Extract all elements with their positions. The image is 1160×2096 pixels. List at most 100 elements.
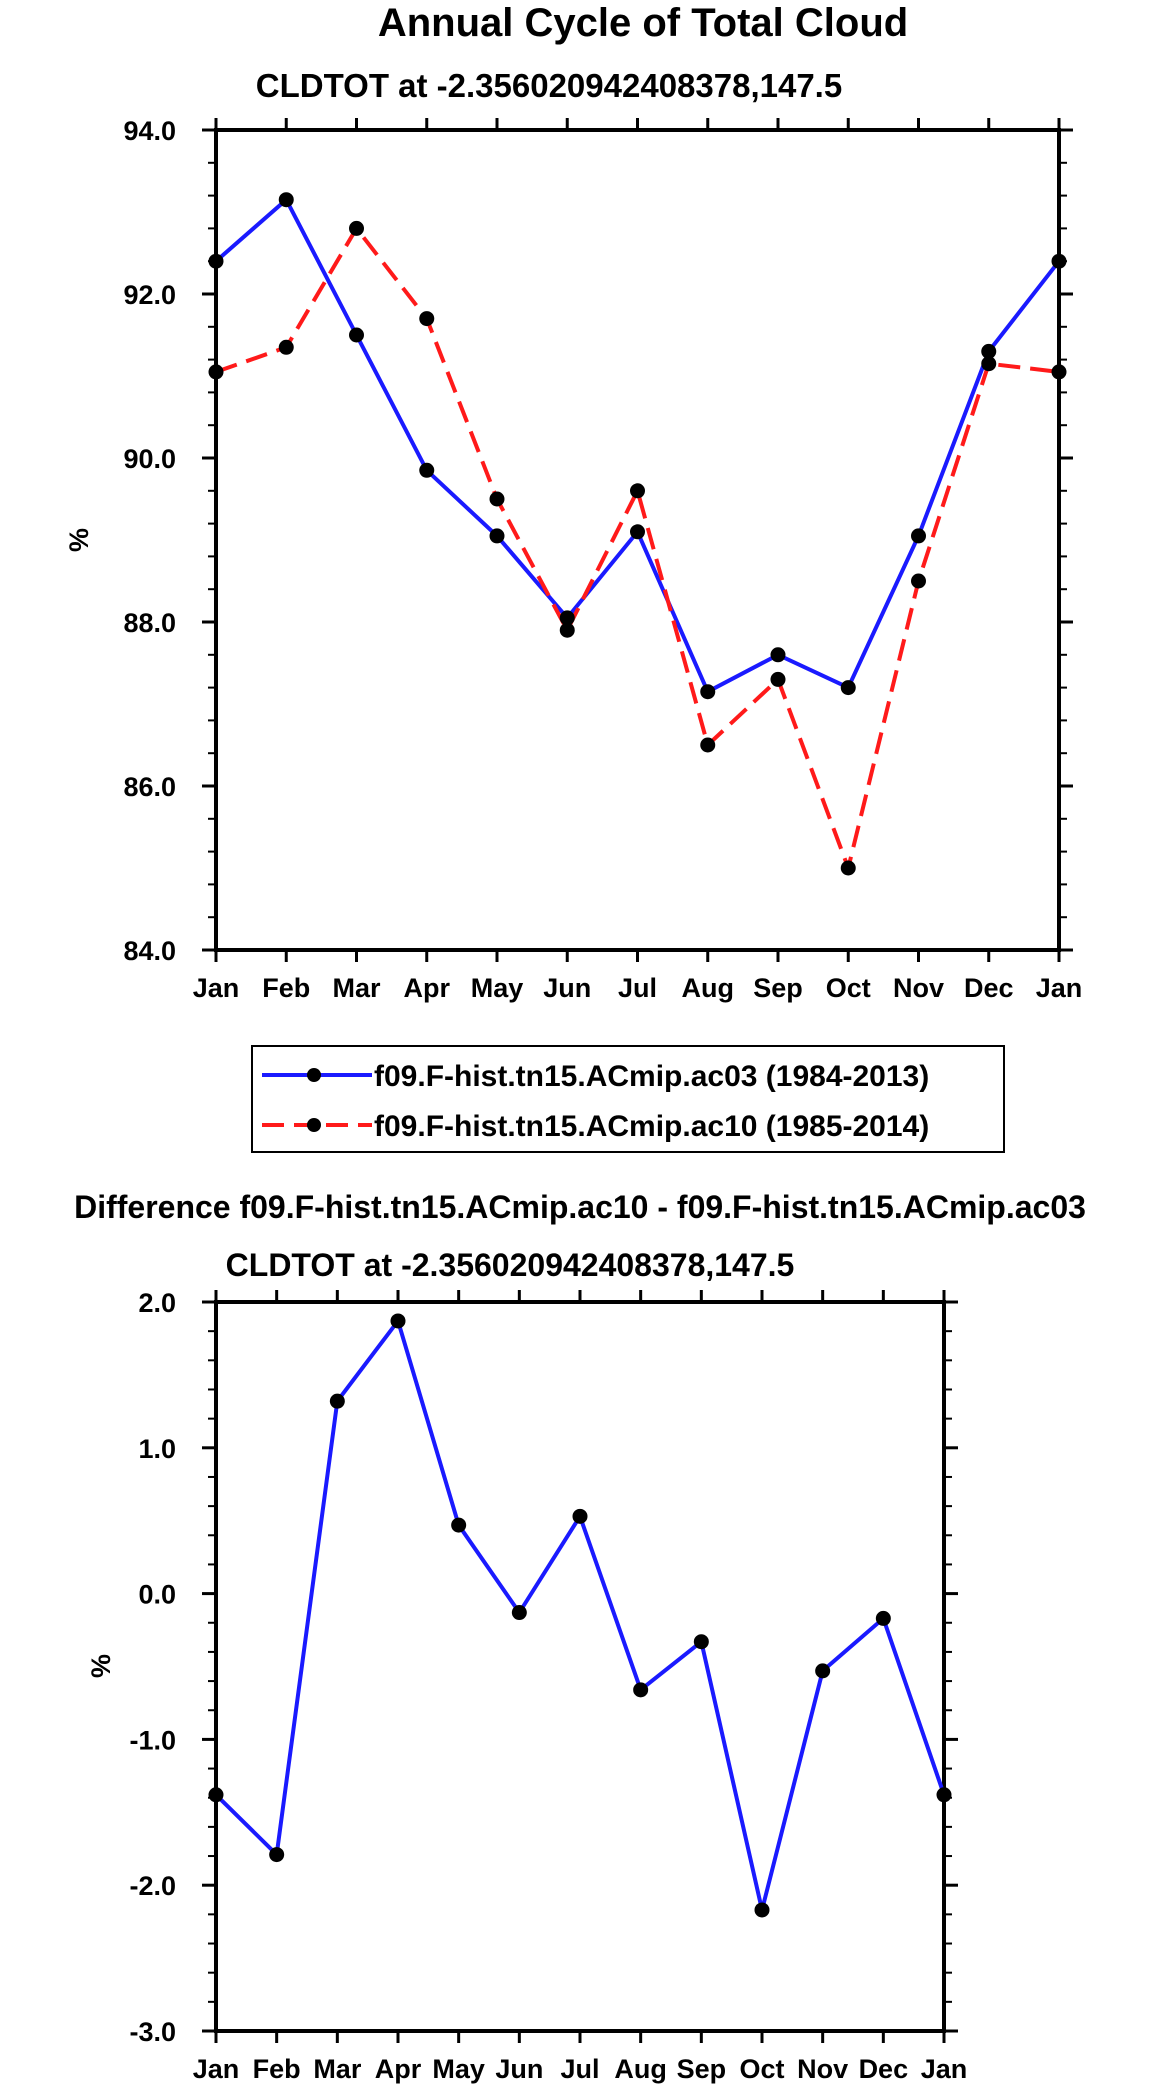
data-point bbox=[419, 311, 435, 327]
x-tick-label: Jun bbox=[495, 2054, 543, 2084]
data-point bbox=[349, 327, 364, 343]
x-tick-label: Aug bbox=[614, 2054, 666, 2084]
x-tick-label: Feb bbox=[262, 973, 310, 1003]
x-tick-label: Mar bbox=[313, 2054, 362, 2084]
annual-cycle-chart: Annual Cycle of Total Cloud CLDTOT at -2… bbox=[64, 1, 1083, 1153]
y-tick-label: 1.0 bbox=[138, 1434, 176, 1464]
series-line-1 bbox=[215, 224, 1060, 875]
legend-label-ac10: f09.F-hist.tn15.ACmip.ac10 (1985-2014) bbox=[374, 1110, 929, 1143]
data-point bbox=[489, 491, 505, 507]
data-point bbox=[630, 483, 645, 499]
data-point bbox=[875, 1610, 891, 1626]
chart-title: Annual Cycle of Total Cloud bbox=[378, 1, 908, 45]
data-point bbox=[572, 1508, 588, 1524]
data-point bbox=[770, 647, 786, 663]
data-point bbox=[559, 610, 575, 626]
plot-frame bbox=[214, 1300, 946, 2033]
data-point bbox=[208, 1787, 224, 1803]
y-tick-label: 2.0 bbox=[138, 1288, 176, 1318]
series-lines bbox=[214, 1316, 946, 1911]
data-point bbox=[700, 684, 716, 700]
data-point bbox=[278, 192, 294, 208]
plot-frame bbox=[214, 128, 1061, 952]
axis-ticks bbox=[202, 118, 1073, 962]
y-tick-label: 84.0 bbox=[123, 936, 176, 966]
data-point bbox=[208, 364, 224, 380]
data-point bbox=[208, 253, 224, 269]
data-point bbox=[630, 524, 645, 540]
data-point bbox=[1051, 364, 1067, 380]
legend-box bbox=[251, 1045, 1005, 1153]
x-tick-label: Feb bbox=[253, 2054, 301, 2084]
difference-chart: Difference f09.F-hist.tn15.ACmip.ac10 - … bbox=[74, 1189, 1086, 2084]
x-tick-label: Aug bbox=[682, 973, 734, 1003]
x-tick-label: Mar bbox=[332, 973, 381, 1003]
data-point bbox=[911, 573, 926, 589]
x-tick-label: Nov bbox=[797, 2054, 848, 2084]
data-point bbox=[633, 1682, 649, 1698]
x-tick-label: Apr bbox=[404, 973, 451, 1003]
data-point bbox=[700, 737, 716, 753]
data-point bbox=[840, 680, 856, 696]
data-point bbox=[693, 1634, 709, 1650]
data-point bbox=[754, 1902, 770, 1918]
data-point bbox=[815, 1663, 831, 1679]
y-tick-labels: 84.0 86.0 88.0 90.0 92.0 94.0 bbox=[123, 116, 176, 966]
data-point bbox=[770, 671, 786, 687]
y-tick-label: 94.0 bbox=[123, 116, 176, 146]
data-point bbox=[559, 622, 575, 638]
y-tick-label: 92.0 bbox=[123, 280, 176, 310]
data-point bbox=[981, 343, 997, 359]
x-tick-label: Jan bbox=[921, 2054, 968, 2084]
data-point bbox=[329, 1393, 345, 1409]
data-point bbox=[278, 339, 294, 355]
x-tick-label: May bbox=[471, 973, 524, 1003]
axis-ticks bbox=[202, 1290, 958, 2043]
data-point bbox=[840, 860, 856, 876]
x-tick-label: Sep bbox=[753, 973, 803, 1003]
legend: f09.F-hist.tn15.ACmip.ac03 (1984-2013) f… bbox=[251, 1045, 1005, 1153]
data-point bbox=[451, 1517, 467, 1533]
y-axis-label: % bbox=[86, 1654, 116, 1678]
legend-marker-ac10 bbox=[307, 1118, 321, 1132]
series-line-0 bbox=[214, 196, 1061, 695]
y-tick-label: 90.0 bbox=[123, 444, 176, 474]
data-point bbox=[936, 1787, 952, 1803]
data-point bbox=[489, 528, 505, 544]
data-point bbox=[390, 1313, 406, 1329]
data-point bbox=[419, 462, 435, 478]
y-tick-label: 88.0 bbox=[123, 608, 176, 638]
data-point bbox=[911, 528, 926, 544]
x-tick-label: Oct bbox=[826, 973, 871, 1003]
legend-label-ac03: f09.F-hist.tn15.ACmip.ac03 (1984-2013) bbox=[374, 1060, 929, 1093]
y-tick-label: 0.0 bbox=[138, 1580, 176, 1610]
x-tick-label: Dec bbox=[859, 2054, 909, 2084]
legend-marker-ac03 bbox=[307, 1068, 321, 1082]
x-tick-label: Oct bbox=[739, 2054, 784, 2084]
series-line-0 bbox=[214, 1316, 946, 1911]
x-tick-label: Jul bbox=[560, 2054, 599, 2084]
y-tick-labels: -3.0 -2.0 -1.0 0.0 1.0 2.0 bbox=[129, 1288, 176, 2047]
y-axis-label: % bbox=[64, 528, 94, 552]
y-tick-label: -1.0 bbox=[129, 1725, 176, 1755]
y-tick-label: 86.0 bbox=[123, 772, 176, 802]
series-points bbox=[208, 1313, 952, 1918]
x-tick-label: Apr bbox=[375, 2054, 422, 2084]
series-points bbox=[208, 192, 1067, 876]
x-tick-label: Dec bbox=[964, 973, 1014, 1003]
x-tick-label: Nov bbox=[893, 973, 944, 1003]
x-tick-labels: Jan Feb Mar Apr May Jun Jul Aug Sep Oct Nov Dec Jan bbox=[193, 2054, 968, 2084]
x-tick-label: Jun bbox=[543, 973, 591, 1003]
data-point bbox=[981, 356, 997, 372]
chart-subtitle: CLDTOT at -2.356020942408378,147.5 bbox=[226, 1247, 795, 1283]
x-tick-label: Jan bbox=[1036, 973, 1083, 1003]
chart-title: Difference f09.F-hist.tn15.ACmip.ac10 - … bbox=[74, 1189, 1086, 1225]
x-tick-label: Jul bbox=[618, 973, 657, 1003]
data-point bbox=[1051, 253, 1067, 269]
chart-subtitle: CLDTOT at -2.356020942408378,147.5 bbox=[256, 67, 842, 104]
y-tick-label: -2.0 bbox=[129, 1871, 176, 1901]
x-tick-label: Jan bbox=[193, 973, 240, 1003]
data-point bbox=[269, 1847, 285, 1863]
x-tick-labels: Jan Feb Mar Apr May Jun Jul Aug Sep Oct Nov Dec Jan bbox=[193, 973, 1083, 1003]
